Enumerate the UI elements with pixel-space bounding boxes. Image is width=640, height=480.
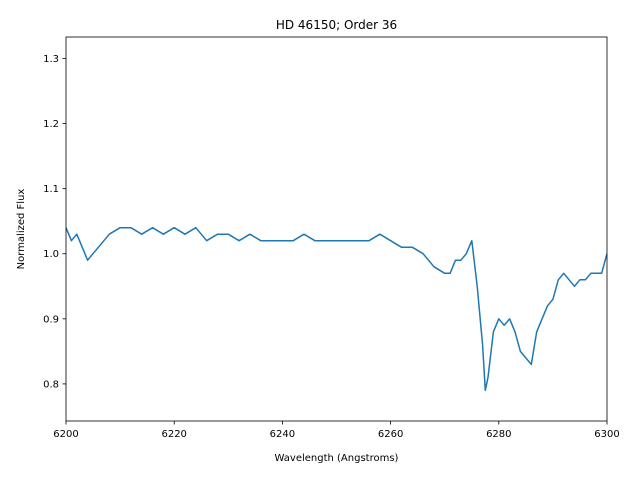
series-layer bbox=[66, 226, 607, 392]
x-tick-label: 6280 bbox=[486, 429, 511, 440]
x-axis-ticks: 6200 6220 6240 6260 6280 6300 bbox=[53, 421, 620, 440]
y-tick-label: 0.9 bbox=[43, 314, 59, 325]
y-axis-label: Normalized Flux bbox=[16, 189, 27, 270]
y-tick-label: 1.0 bbox=[43, 249, 59, 260]
x-tick-label: 6260 bbox=[378, 429, 403, 440]
x-tick-label: 6200 bbox=[53, 429, 78, 440]
y-tick-label: 1.3 bbox=[43, 54, 59, 65]
spectrum-line-0 bbox=[66, 226, 607, 392]
x-axis-label: Wavelength (Angstroms) bbox=[275, 453, 399, 464]
plot-area bbox=[66, 37, 607, 421]
x-tick-label: 6300 bbox=[594, 429, 619, 440]
y-tick-label: 0.8 bbox=[43, 379, 59, 390]
x-tick-label: 6220 bbox=[161, 429, 186, 440]
y-tick-label: 1.2 bbox=[43, 119, 59, 130]
y-axis-ticks: 0.8 0.9 1.0 1.1 1.2 1.3 bbox=[43, 54, 66, 390]
plot-frame bbox=[65, 36, 608, 422]
x-tick-label: 6240 bbox=[270, 429, 295, 440]
chart-title: HD 46150; Order 36 bbox=[276, 18, 397, 32]
y-tick-label: 1.1 bbox=[43, 184, 59, 195]
